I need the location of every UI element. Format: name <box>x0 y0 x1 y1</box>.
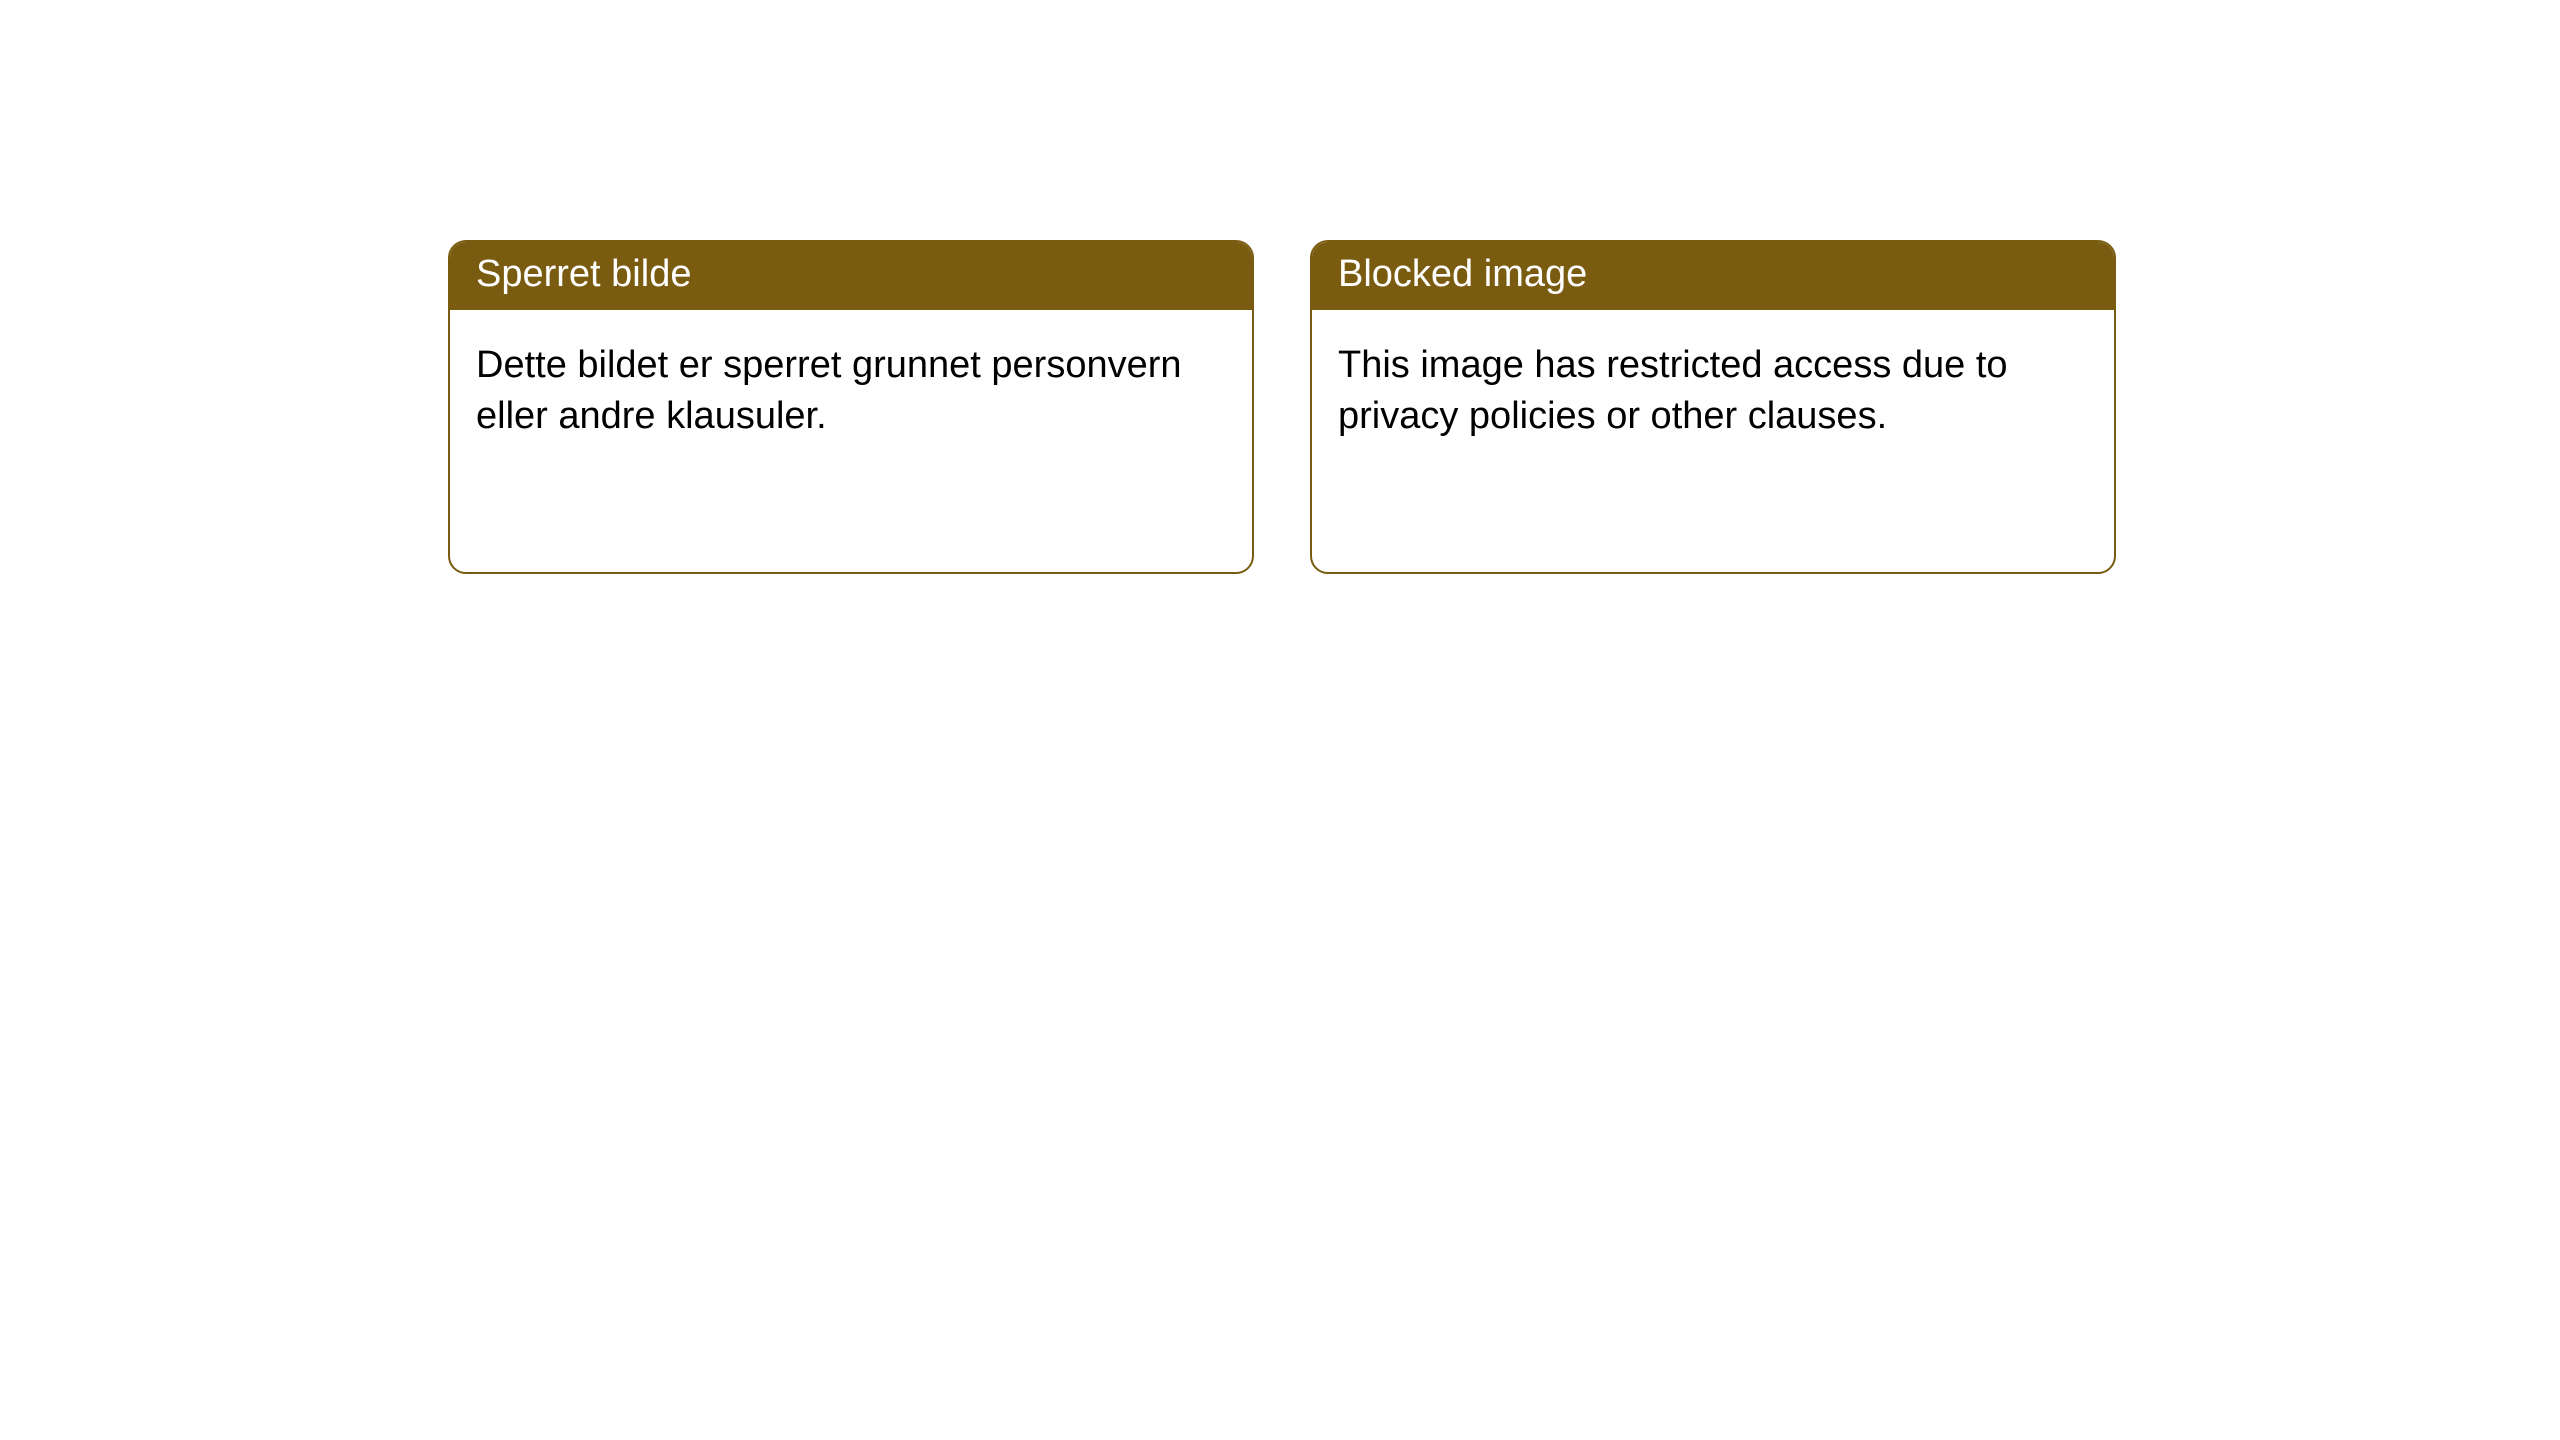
notice-title-norwegian: Sperret bilde <box>450 242 1252 310</box>
notice-title-english: Blocked image <box>1312 242 2114 310</box>
notice-card-norwegian: Sperret bilde Dette bildet er sperret gr… <box>448 240 1254 574</box>
notice-body-norwegian: Dette bildet er sperret grunnet personve… <box>450 310 1252 463</box>
notice-card-english: Blocked image This image has restricted … <box>1310 240 2116 574</box>
notice-container: Sperret bilde Dette bildet er sperret gr… <box>0 0 2560 574</box>
notice-body-english: This image has restricted access due to … <box>1312 310 2114 463</box>
